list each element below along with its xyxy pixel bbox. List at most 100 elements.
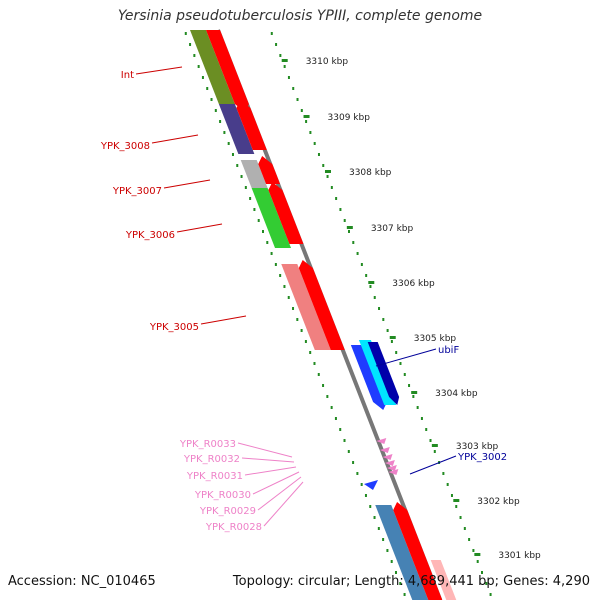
left-tick-mark bbox=[262, 230, 264, 233]
left-tick-mark bbox=[184, 32, 187, 35]
scale-major-tick bbox=[411, 391, 418, 394]
right-tick-mark bbox=[420, 417, 423, 420]
gene-block-ypk3008[interactable] bbox=[218, 104, 255, 154]
rna-leader-line bbox=[257, 476, 302, 511]
gene-block-int[interactable] bbox=[190, 30, 235, 104]
cds-arrow-int[interactable] bbox=[206, 30, 249, 112]
rna-label[interactable]: YPK_R0033 bbox=[179, 439, 236, 450]
left-tick-mark bbox=[257, 219, 260, 222]
rna-label[interactable]: YPK_R0032 bbox=[183, 454, 240, 465]
right-tick-mark bbox=[292, 87, 295, 90]
left-tick-mark bbox=[390, 560, 393, 563]
right-tick-mark bbox=[399, 362, 402, 365]
rna-label[interactable]: YPK_R0030 bbox=[194, 490, 251, 501]
left-tick-mark bbox=[219, 120, 222, 123]
gene-block-bottom[interactable] bbox=[375, 505, 429, 600]
rna-label[interactable]: YPK_R0031 bbox=[186, 471, 243, 482]
right-tick-mark bbox=[472, 549, 475, 552]
left-tick-mark bbox=[317, 373, 320, 376]
cds-arrow-bottom[interactable] bbox=[393, 502, 443, 600]
trna-marker[interactable] bbox=[382, 454, 393, 460]
trna-marker[interactable] bbox=[384, 460, 395, 466]
right-tick-mark bbox=[476, 560, 479, 563]
left-tick-mark bbox=[287, 296, 290, 299]
rna-label[interactable]: YPK_R0028 bbox=[205, 522, 262, 533]
gene-block-ypk3005[interactable] bbox=[281, 264, 331, 350]
scale-label: 3307 kbp bbox=[371, 224, 414, 234]
gene-label[interactable]: Int bbox=[121, 70, 134, 81]
right-tick-mark bbox=[450, 494, 453, 497]
left-tick-mark bbox=[189, 43, 192, 46]
right-tick-mark bbox=[403, 373, 406, 376]
left-tick-mark bbox=[347, 450, 350, 453]
trna-marker[interactable] bbox=[386, 465, 397, 471]
right-tick-mark bbox=[489, 593, 492, 596]
cds-block-pale[interactable] bbox=[430, 560, 457, 600]
right-tick-mark bbox=[433, 450, 436, 453]
left-tick-mark bbox=[274, 263, 277, 266]
gene-label[interactable]: ubiF bbox=[438, 345, 459, 356]
left-tick-mark bbox=[201, 76, 204, 79]
trna-marker[interactable] bbox=[388, 469, 399, 475]
gene-block-ypk3007[interactable] bbox=[240, 160, 268, 188]
left-tick-mark bbox=[352, 461, 355, 464]
left-tick-mark bbox=[223, 131, 226, 134]
right-tick-mark bbox=[283, 65, 286, 68]
right-tick-mark bbox=[373, 296, 376, 299]
cds-arrow-ypk3005[interactable] bbox=[298, 260, 345, 350]
gene-label[interactable]: YPK_3008 bbox=[100, 141, 150, 152]
left-tick-mark bbox=[343, 439, 346, 442]
left-tick-mark bbox=[266, 241, 269, 244]
gene-label[interactable]: YPK_3002 bbox=[457, 452, 507, 463]
rna-leader-line bbox=[241, 457, 295, 463]
right-tick-mark bbox=[339, 208, 342, 211]
left-tick-mark bbox=[386, 549, 389, 552]
right-tick-mark bbox=[326, 175, 329, 178]
gene-leader-line bbox=[135, 66, 183, 75]
right-tick-mark bbox=[313, 142, 316, 145]
cds-arrow-ypk3006[interactable] bbox=[268, 182, 304, 244]
left-tick-mark bbox=[210, 98, 213, 101]
right-tick-mark bbox=[270, 32, 273, 35]
left-tick-mark bbox=[364, 494, 367, 497]
gene-leader-line bbox=[409, 455, 457, 475]
accession-label: Accession: NC_010465 bbox=[8, 574, 156, 589]
right-tick-mark bbox=[446, 483, 449, 486]
right-tick-mark bbox=[296, 98, 299, 101]
gene-block-ypk3006[interactable] bbox=[251, 188, 292, 248]
trna-marker[interactable] bbox=[376, 438, 387, 444]
right-tick-mark bbox=[275, 43, 278, 46]
scale-label: 3304 kbp bbox=[435, 389, 478, 399]
right-tick-mark bbox=[317, 153, 320, 156]
gene-arrow-ypk3002[interactable] bbox=[364, 480, 378, 490]
right-tick-mark bbox=[335, 197, 338, 200]
left-tick-mark bbox=[313, 362, 316, 365]
cds-arrow-ypk3007[interactable] bbox=[258, 156, 281, 184]
gene-arrow-dark[interactable] bbox=[367, 342, 400, 405]
scale-major-tick bbox=[368, 281, 375, 284]
left-tick-mark bbox=[339, 428, 342, 431]
gene-arrow-ubif[interactable] bbox=[350, 345, 388, 410]
right-tick-mark bbox=[382, 318, 385, 321]
gene-label[interactable]: YPK_3007 bbox=[112, 186, 162, 197]
right-tick-mark bbox=[356, 252, 359, 255]
right-tick-mark bbox=[300, 109, 303, 112]
left-tick-mark bbox=[373, 516, 376, 519]
left-tick-mark bbox=[253, 208, 256, 211]
left-tick-mark bbox=[326, 395, 329, 398]
left-tick-mark bbox=[377, 527, 380, 530]
cds-arrow-ypk3008[interactable] bbox=[236, 100, 267, 150]
rna-label[interactable]: YPK_R0029 bbox=[199, 506, 256, 517]
trna-marker[interactable] bbox=[379, 447, 390, 453]
right-tick-mark bbox=[459, 516, 462, 519]
left-tick-mark bbox=[236, 164, 239, 167]
left-tick-mark bbox=[270, 252, 273, 255]
left-tick-mark bbox=[334, 417, 337, 420]
right-tick-mark bbox=[455, 505, 458, 508]
gene-label[interactable]: YPK_3005 bbox=[149, 322, 199, 333]
gene-label[interactable]: YPK_3006 bbox=[125, 230, 175, 241]
genome-title: Yersinia pseudotuberculosis YPIII, compl… bbox=[117, 8, 483, 24]
right-tick-mark bbox=[279, 54, 282, 57]
left-tick-mark bbox=[227, 142, 230, 145]
